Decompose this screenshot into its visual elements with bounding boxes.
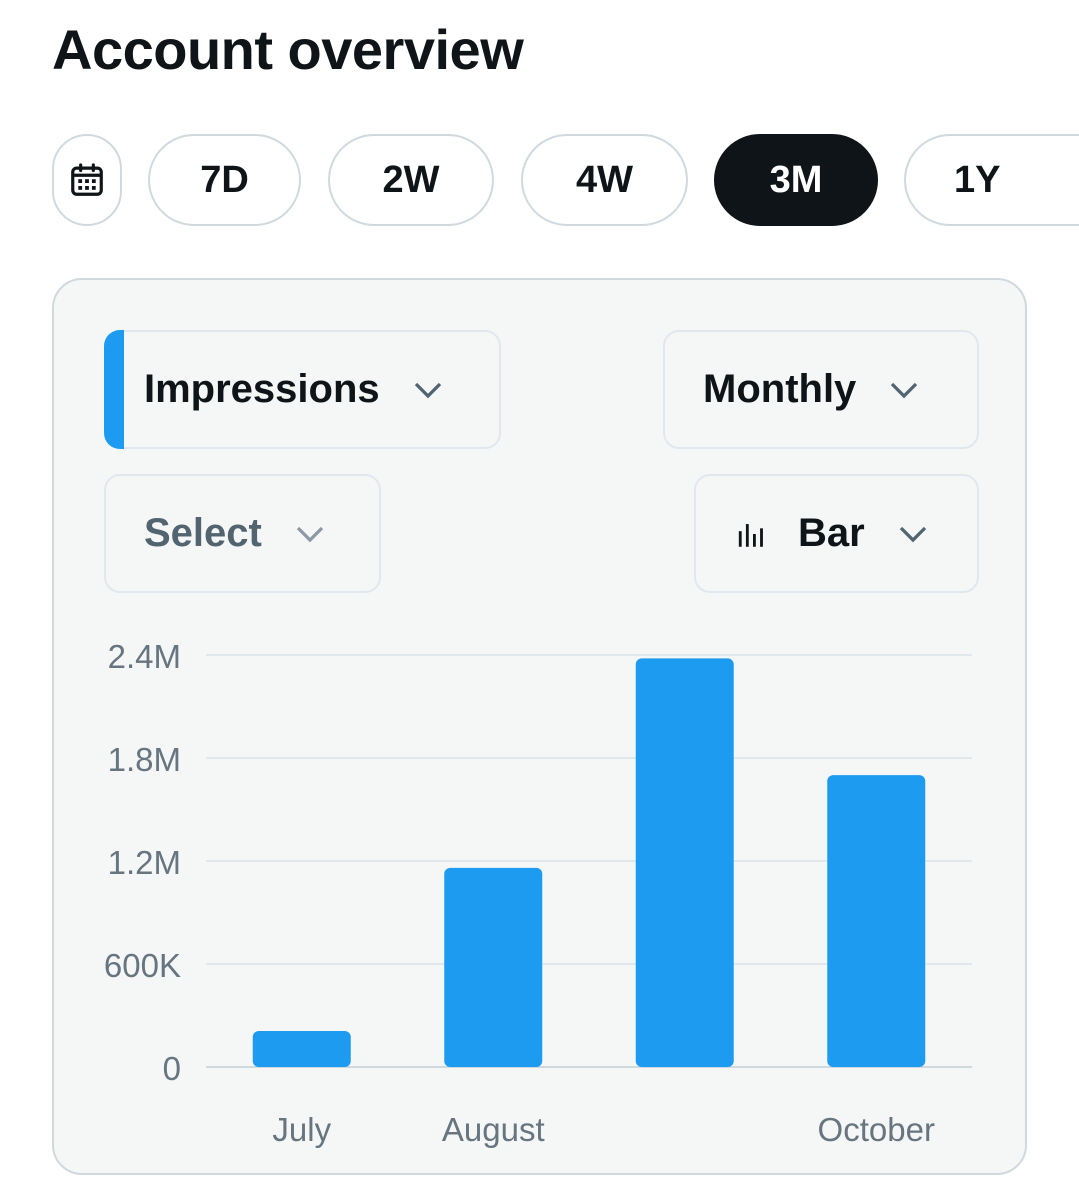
impressions-bar-chart: 0 600K 1.2M 1.8M 2.4M July August October <box>104 638 972 1148</box>
metric-color-indicator <box>104 330 124 449</box>
chevron-down-icon <box>296 526 324 542</box>
y-tick-label: 0 <box>163 1050 181 1087</box>
bar-october[interactable] <box>827 775 926 1067</box>
metric-dropdown[interactable]: Impressions <box>104 330 501 449</box>
calendar-icon <box>71 163 103 196</box>
range-1y-label: 1Y <box>954 158 1001 201</box>
x-tick-label: July <box>272 1111 331 1148</box>
chart-type-dropdown[interactable]: Bar <box>694 474 979 593</box>
range-3m-button[interactable]: 3M <box>714 134 878 226</box>
compare-dropdown[interactable]: Select <box>104 474 381 593</box>
range-4w-button[interactable]: 4W <box>521 134 688 226</box>
range-2w-button[interactable]: 2W <box>328 134 494 226</box>
y-tick-label: 1.8M <box>108 741 181 778</box>
x-tick-label: August <box>442 1111 545 1148</box>
chevron-down-icon <box>414 382 441 398</box>
bar-august[interactable] <box>444 867 543 1067</box>
range-7d-button[interactable]: 7D <box>148 134 301 226</box>
interval-label: Monthly <box>703 367 857 411</box>
chevron-down-icon <box>891 382 918 398</box>
metric-label: Impressions <box>144 367 380 411</box>
x-tick-label: October <box>818 1111 935 1148</box>
y-tick-label: 600K <box>104 947 181 984</box>
bar-chart-icon <box>738 523 763 547</box>
bar-july[interactable] <box>252 1030 351 1067</box>
page-title: Account overview <box>52 18 524 81</box>
chart-card: Impressions Monthly Select Bar 0 600K 1.2M… <box>52 278 1027 1175</box>
interval-dropdown[interactable]: Monthly <box>663 330 979 449</box>
y-tick-label: 2.4M <box>108 638 181 675</box>
date-picker-button[interactable] <box>52 134 122 226</box>
y-tick-label: 1.2M <box>108 844 181 881</box>
compare-label: Select <box>144 511 262 555</box>
bar-september[interactable] <box>635 658 734 1067</box>
chevron-down-icon <box>899 526 926 542</box>
range-1y-button[interactable]: 1Y <box>904 134 1079 226</box>
chart-type-label: Bar <box>798 511 865 555</box>
